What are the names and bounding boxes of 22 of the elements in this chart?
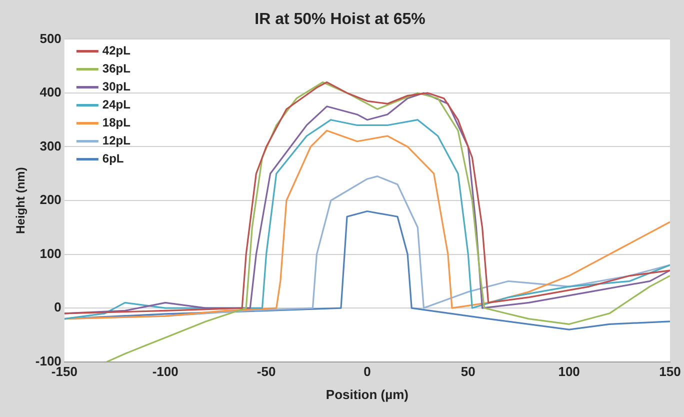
legend-label: 42pL: [102, 44, 130, 58]
chart-title: IR at 50% Hoist at 65%: [254, 11, 426, 28]
y-axis-title: Height (nm): [14, 167, 28, 234]
legend-label: 6pL: [102, 152, 124, 166]
x-tick-label: 150: [659, 364, 681, 380]
legend-label: 24pL: [102, 98, 130, 112]
x-tick-label: -100: [152, 364, 178, 380]
x-axis-title: Position (µm): [326, 386, 409, 402]
y-tick-label: 200: [40, 192, 62, 208]
y-tick-label: 100: [40, 246, 62, 261]
x-tick-label: 100: [558, 364, 580, 380]
x-tick-label: -50: [256, 364, 276, 380]
y-tick-label: 300: [40, 138, 62, 154]
legend-label: 18pL: [102, 116, 130, 130]
x-tick-label: 50: [460, 364, 476, 380]
y-tick-label: 0: [54, 300, 62, 315]
legend-label: 12pL: [102, 134, 130, 148]
y-tick-label: 500: [40, 30, 62, 46]
x-tick-label: 0: [364, 364, 371, 380]
legend-label: 30pL: [102, 80, 130, 94]
legend-label: 36pL: [102, 62, 130, 76]
y-tick-label: 400: [40, 84, 62, 100]
